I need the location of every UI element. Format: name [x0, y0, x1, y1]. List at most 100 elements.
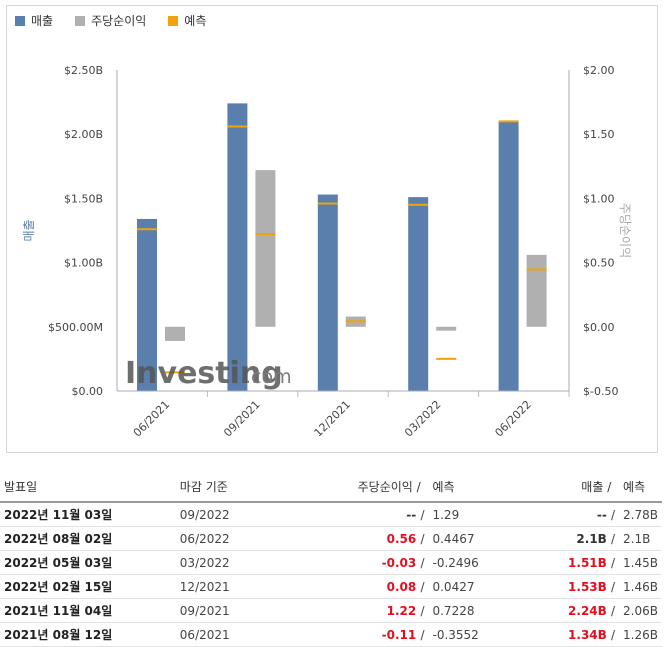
eps-actual: 0.56 — [386, 531, 417, 546]
release-date: 2022년 11월 03일 — [0, 502, 176, 527]
eps-actual: 1.22 — [386, 603, 417, 618]
header-eps[interactable]: 주당순이익 / — [328, 472, 429, 503]
header-revenue[interactable]: 매출 / — [542, 472, 620, 503]
legend-swatch-eps — [75, 15, 86, 26]
investing-logo: Investing.com — [125, 356, 292, 391]
revenue-actual-cell: 2.24B / — [542, 598, 620, 623]
right-tick-label: $0.50 — [583, 257, 615, 270]
legend-item-forecast[interactable]: 예측 — [168, 12, 206, 29]
eps-forecast: 0.0427 — [428, 574, 543, 599]
eps-bar — [255, 170, 276, 327]
header-revenue-label: 매출 — [581, 480, 604, 494]
revenue-actual: 2.24B — [568, 603, 607, 618]
revenue-bar — [137, 218, 157, 391]
eps-separator: / — [420, 555, 425, 570]
eps-actual: -0.11 — [381, 627, 417, 642]
release-date: 2022년 08월 02일 — [0, 526, 176, 551]
revenue-forecast-mark — [498, 120, 519, 123]
revenue-forecast: 1.45B — [619, 550, 662, 575]
header-date[interactable]: 발표일 — [0, 472, 176, 503]
right-axis-title: 주당순이익 — [618, 203, 632, 258]
eps-actual-cell: 0.08 / — [328, 574, 429, 599]
revenue-actual-cell: -- / — [542, 502, 620, 527]
eps-actual-cell: 1.22 / — [328, 598, 429, 623]
revenue-separator: / — [611, 531, 616, 546]
eps-forecast-mark — [255, 232, 276, 235]
eps-bar — [526, 254, 547, 327]
legend-item-revenue[interactable]: 매출 — [15, 12, 53, 29]
header-revenue-forecast[interactable]: 예측 — [619, 472, 662, 503]
eps-bar — [165, 326, 185, 341]
revenue-forecast: 1.46B — [619, 574, 662, 599]
eps-separator: / — [420, 579, 425, 594]
table-row: 2022년 11월 03일 09/2022 -- /1.29 -- /2.78B — [0, 502, 662, 527]
header-revenue-separator: / — [603, 480, 616, 494]
earnings-chart-panel: 매출 주당순이익 예측 $0.00 $500.00M $1.00B $1.50B $2.… — [6, 5, 658, 453]
header-eps-forecast[interactable]: 예측 — [428, 472, 543, 503]
eps-forecast: 0.4467 — [428, 526, 543, 551]
revenue-actual-cell: 1.34B / — [542, 622, 620, 647]
revenue-actual-cell: 1.53B / — [542, 574, 620, 599]
eps-separator: / — [420, 507, 425, 522]
period-end: 06/2021 — [175, 622, 329, 647]
table-row: 2021년 11월 04일 09/2021 1.22 /0.7228 2.24B /2… — [0, 598, 662, 623]
right-tick-label: $-0.50 — [583, 385, 618, 398]
revenue-actual-cell: 2.1B / — [542, 526, 620, 551]
header-period[interactable]: 마감 기준 — [175, 472, 329, 503]
chart-legend: 매출 주당순이익 예측 — [15, 12, 206, 29]
left-axis-title: 매출 — [22, 219, 36, 241]
category-label: 03/2022 — [402, 398, 444, 440]
category-label: 09/2021 — [221, 398, 263, 440]
eps-forecast-mark — [345, 320, 366, 323]
eps-forecast: 1.29 — [428, 502, 543, 527]
revenue-separator: / — [611, 579, 616, 594]
period-end: 12/2021 — [175, 574, 329, 599]
legend-label-forecast: 예측 — [184, 14, 207, 28]
eps-separator: / — [420, 603, 425, 618]
eps-separator: / — [420, 627, 425, 642]
category-label: 06/2021 — [131, 398, 173, 440]
eps-forecast: 0.7228 — [428, 598, 543, 623]
eps-forecast-mark — [165, 371, 185, 374]
table-row: 2022년 08월 02일 06/2022 0.56 /0.4467 2.1B /2.… — [0, 526, 662, 551]
revenue-bar — [498, 121, 519, 392]
earnings-chart: $0.00 $500.00M $1.00B $1.50B $2.00B $2.50B $-0… — [22, 64, 632, 440]
revenue-bar — [227, 103, 248, 391]
eps-actual: -- — [406, 507, 417, 522]
left-tick-label: $1.50B — [64, 192, 103, 205]
eps-actual-cell: -0.03 / — [328, 550, 429, 575]
left-tick-label: $0.00 — [72, 385, 104, 398]
legend-item-eps[interactable]: 주당순이익 — [75, 12, 146, 29]
header-eps-separator: / — [412, 480, 425, 494]
eps-actual: 0.08 — [386, 579, 417, 594]
eps-actual-cell: -- / — [328, 502, 429, 527]
revenue-separator: / — [611, 627, 616, 642]
period-end: 09/2021 — [175, 598, 329, 623]
revenue-forecast-mark — [408, 203, 429, 206]
revenue-forecast: 2.06B — [619, 598, 662, 623]
revenue-forecast-mark — [317, 202, 338, 205]
period-end: 03/2022 — [175, 550, 329, 575]
period-end: 09/2022 — [175, 502, 329, 527]
revenue-actual: 2.1B — [576, 531, 607, 546]
release-date: 2021년 08월 12일 — [0, 622, 176, 647]
table-row: 2021년 08월 12일 06/2021 -0.11 /-0.3552 1.34B … — [0, 622, 662, 647]
logo-brand: Investing — [125, 356, 283, 391]
revenue-forecast-mark — [227, 125, 248, 128]
eps-actual-cell: -0.11 / — [328, 622, 429, 647]
revenue-separator: / — [611, 555, 616, 570]
logo-suffix: .com — [245, 366, 292, 388]
legend-label-eps: 주당순이익 — [91, 14, 147, 28]
table-row: 2022년 02월 15일 12/2021 0.08 /0.0427 1.53B /1… — [0, 574, 662, 599]
eps-forecast-mark — [436, 357, 457, 360]
eps-forecast: -0.3552 — [428, 622, 543, 647]
right-tick-label: $1.50 — [583, 128, 615, 141]
eps-actual: -0.03 — [381, 555, 417, 570]
earnings-table: 발표일 마감 기준 주당순이익 / 예측 매출 / 예측 2022년 11월 0… — [0, 472, 665, 647]
legend-swatch-revenue — [15, 15, 25, 26]
eps-bar — [436, 326, 457, 331]
right-tick-label: $2.00 — [583, 64, 615, 77]
legend-swatch-forecast — [168, 15, 179, 26]
left-tick-label: $1.00B — [64, 257, 103, 270]
revenue-actual: 1.53B — [568, 579, 607, 594]
